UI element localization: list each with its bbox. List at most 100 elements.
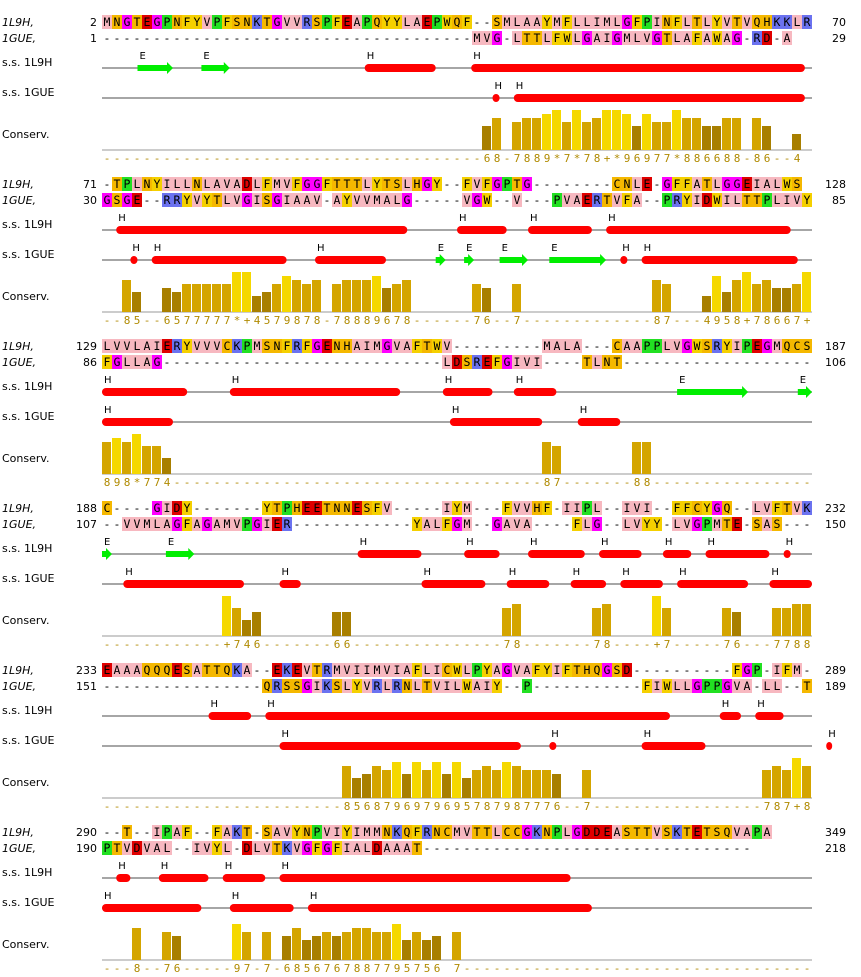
residue: G	[384, 339, 391, 353]
residue: F	[644, 679, 651, 693]
residue: Q	[374, 15, 381, 29]
residue: -	[264, 355, 271, 369]
residue: E	[314, 501, 321, 515]
ss1-helix	[279, 874, 571, 882]
cons-score: -	[704, 962, 711, 975]
cons-score: 5	[174, 314, 181, 327]
residue-cell	[422, 663, 432, 677]
cons-bar	[242, 932, 251, 960]
residue: -	[504, 339, 511, 353]
residue: Y	[494, 679, 501, 693]
residue: E	[304, 501, 311, 515]
cons-score: -	[144, 962, 151, 975]
residue-cell	[192, 177, 202, 191]
residue: -	[364, 517, 371, 531]
ss2-helix	[421, 580, 486, 588]
ss1-helix-label: H	[282, 861, 290, 872]
cons-bar	[572, 110, 581, 150]
cons-score: -	[244, 800, 251, 813]
residue: A	[694, 177, 701, 191]
residue: K	[324, 679, 331, 693]
residue-cell	[402, 15, 412, 29]
cons-bar	[342, 766, 351, 798]
residue-cell	[372, 825, 382, 839]
residue: -	[474, 339, 481, 353]
residue: -	[284, 355, 291, 369]
residue: -	[104, 517, 111, 531]
residue-cell	[222, 517, 232, 531]
residue-cell	[512, 193, 522, 207]
residue: K	[234, 663, 241, 677]
cons-bar	[282, 936, 291, 960]
residue: -	[584, 339, 591, 353]
residue: -	[194, 679, 201, 693]
cons-score: 6	[364, 800, 371, 813]
residue-cell	[142, 841, 152, 855]
residue: I	[394, 663, 401, 677]
residue: D	[134, 841, 141, 855]
cons-bar	[162, 458, 171, 474]
residue: R	[374, 679, 381, 693]
residue: -	[254, 31, 261, 45]
residue: -	[234, 841, 241, 855]
cons-bar	[452, 932, 461, 960]
residue: F	[104, 355, 111, 369]
residue: L	[434, 517, 441, 531]
residue: -	[404, 355, 411, 369]
cons-score: -	[294, 476, 301, 489]
ss2-helix-label: H	[452, 405, 460, 416]
residue: -	[474, 15, 481, 29]
residue-cell	[102, 501, 112, 515]
residue: V	[204, 841, 211, 855]
residue-cell	[502, 825, 512, 839]
residue-cell	[312, 177, 322, 191]
residue: -	[784, 517, 791, 531]
ss2-label: s.s. 1GUE	[2, 86, 55, 99]
residue-cell	[522, 355, 532, 369]
residue: N	[344, 501, 351, 515]
residue: V	[744, 15, 751, 29]
residue: F	[184, 517, 191, 531]
residue-cell	[382, 663, 392, 677]
cons-score: -	[584, 476, 591, 489]
cons-bar	[732, 280, 741, 312]
ss1-helix-label: H	[267, 699, 275, 710]
residue-cell	[202, 15, 212, 29]
ss2-strand	[499, 254, 528, 266]
residue: -	[554, 679, 561, 693]
residue-cell	[102, 663, 112, 677]
ss1-helix	[229, 388, 401, 396]
residue-cell	[542, 15, 552, 29]
residue: G	[114, 355, 121, 369]
residue: T	[264, 15, 271, 29]
cons-score: -	[694, 800, 701, 813]
residue: A	[424, 517, 431, 531]
residue: -	[424, 355, 431, 369]
residue: F	[774, 501, 781, 515]
residue: V	[474, 177, 481, 191]
residue-cell	[722, 177, 732, 191]
residue-cell	[602, 15, 612, 29]
residue: L	[364, 841, 371, 855]
residue-cell	[642, 339, 652, 353]
residue: S	[394, 177, 401, 191]
residue: -	[614, 501, 621, 515]
residue-cell	[312, 679, 322, 693]
cons-bar	[542, 114, 551, 150]
residue-cell	[722, 501, 732, 515]
residue: T	[584, 355, 591, 369]
cons-score: 4	[704, 314, 711, 327]
residue-cell	[412, 841, 422, 855]
residue: I	[194, 841, 201, 855]
residue: I	[694, 193, 701, 207]
residue: N	[404, 679, 411, 693]
residue-cell	[282, 841, 292, 855]
residue: -	[564, 679, 571, 693]
residue-cell	[642, 177, 652, 191]
residue: Y	[704, 501, 711, 515]
cons-score: -	[274, 476, 281, 489]
cons-score: 7	[414, 962, 421, 975]
residue: Q	[784, 339, 791, 353]
